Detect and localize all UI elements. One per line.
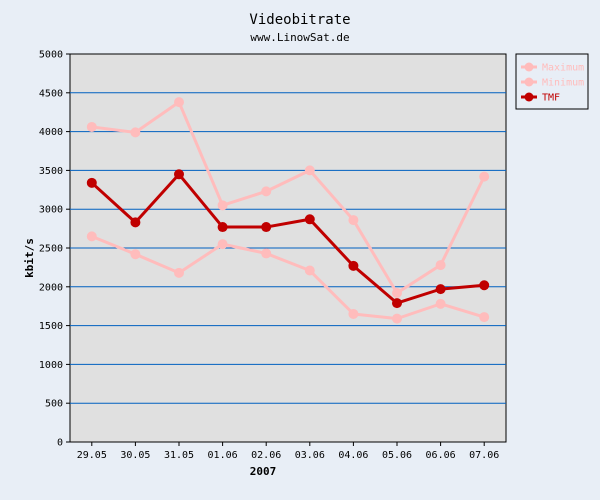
data-point xyxy=(304,214,315,225)
y-tick-label: 2500 xyxy=(39,244,63,255)
y-tick-label: 1000 xyxy=(39,360,63,371)
data-point xyxy=(217,239,228,250)
x-tick-label: 29.05 xyxy=(77,450,107,461)
data-point xyxy=(261,186,272,197)
data-point xyxy=(348,215,359,226)
data-point xyxy=(130,127,141,138)
data-point xyxy=(304,265,315,276)
chart-subtitle: www.LinowSat.de xyxy=(250,31,349,44)
gridlines xyxy=(70,92,506,404)
x-tick-label: 02.06 xyxy=(251,450,281,461)
data-point xyxy=(130,249,141,260)
data-point xyxy=(174,169,184,180)
legend-item: TMF xyxy=(521,92,560,104)
data-point xyxy=(174,267,184,278)
data-point xyxy=(348,308,359,319)
data-point xyxy=(479,280,490,291)
data-point xyxy=(479,171,490,182)
data-point xyxy=(392,288,402,299)
data-point xyxy=(174,97,184,108)
data-point xyxy=(261,248,272,259)
data-point xyxy=(435,284,446,295)
y-tick-label: 4500 xyxy=(39,88,63,99)
x-tick-label: 31.05 xyxy=(164,450,194,461)
chart-title: Videobitrate xyxy=(249,12,350,28)
y-tick-label: 3000 xyxy=(39,205,63,216)
data-point xyxy=(217,200,228,211)
legend-swatch-marker xyxy=(524,62,534,72)
data-point xyxy=(392,313,402,324)
y-tick-label: 0 xyxy=(57,438,63,449)
data-point xyxy=(86,121,97,132)
y-tick-label: 500 xyxy=(45,399,63,410)
series-tmf xyxy=(86,169,490,309)
data-point xyxy=(435,298,446,309)
series-line xyxy=(91,100,486,295)
legend-label: Maximum xyxy=(542,63,584,74)
x-tick-label: 06.06 xyxy=(426,450,456,461)
y-axis-ticks: 0 500 1000 1500 2000 2500 3000 3500 4000 4500 5000 xyxy=(39,50,70,449)
series-maximum xyxy=(86,97,490,299)
x-axis-ticks: 29.05 30.05 31.05 01.06 02.06 03.06 04.06 05.06… xyxy=(77,442,499,461)
x-tick-label: 30.05 xyxy=(120,450,150,461)
legend-item: Minimum xyxy=(521,77,584,89)
y-axis-label: kbit/s xyxy=(23,238,36,278)
data-point xyxy=(392,298,402,309)
series-line xyxy=(91,234,485,321)
series-minimum xyxy=(86,231,490,324)
legend-swatch-marker xyxy=(524,77,534,87)
y-tick-label: 1500 xyxy=(39,321,63,332)
y-tick-label: 5000 xyxy=(39,50,63,61)
y-tick-label: 3500 xyxy=(39,166,63,177)
y-tick-label: 2000 xyxy=(39,282,63,293)
data-point xyxy=(435,260,446,271)
legend-item: Maximum xyxy=(521,62,584,74)
x-tick-label: 07.06 xyxy=(469,450,499,461)
x-axis-label: 2007 xyxy=(250,465,277,478)
data-point xyxy=(130,217,141,228)
data-point xyxy=(261,222,272,233)
legend-label: Minimum xyxy=(542,78,584,89)
data-point xyxy=(86,177,97,188)
x-tick-label: 03.06 xyxy=(295,450,325,461)
series-line xyxy=(90,172,485,305)
legend-swatch-marker xyxy=(524,92,534,102)
legend-label: TMF xyxy=(542,93,560,104)
legend: Maximum Minimum TMF xyxy=(515,53,589,110)
x-tick-label: 05.06 xyxy=(382,450,412,461)
data-point xyxy=(217,222,228,233)
x-tick-label: 01.06 xyxy=(208,450,238,461)
y-tick-label: 4000 xyxy=(39,127,63,138)
x-tick-label: 04.06 xyxy=(338,450,368,461)
data-point xyxy=(348,260,359,271)
series-group xyxy=(86,97,490,324)
data-point xyxy=(86,231,97,242)
data-point xyxy=(479,312,490,323)
data-point xyxy=(304,165,315,176)
